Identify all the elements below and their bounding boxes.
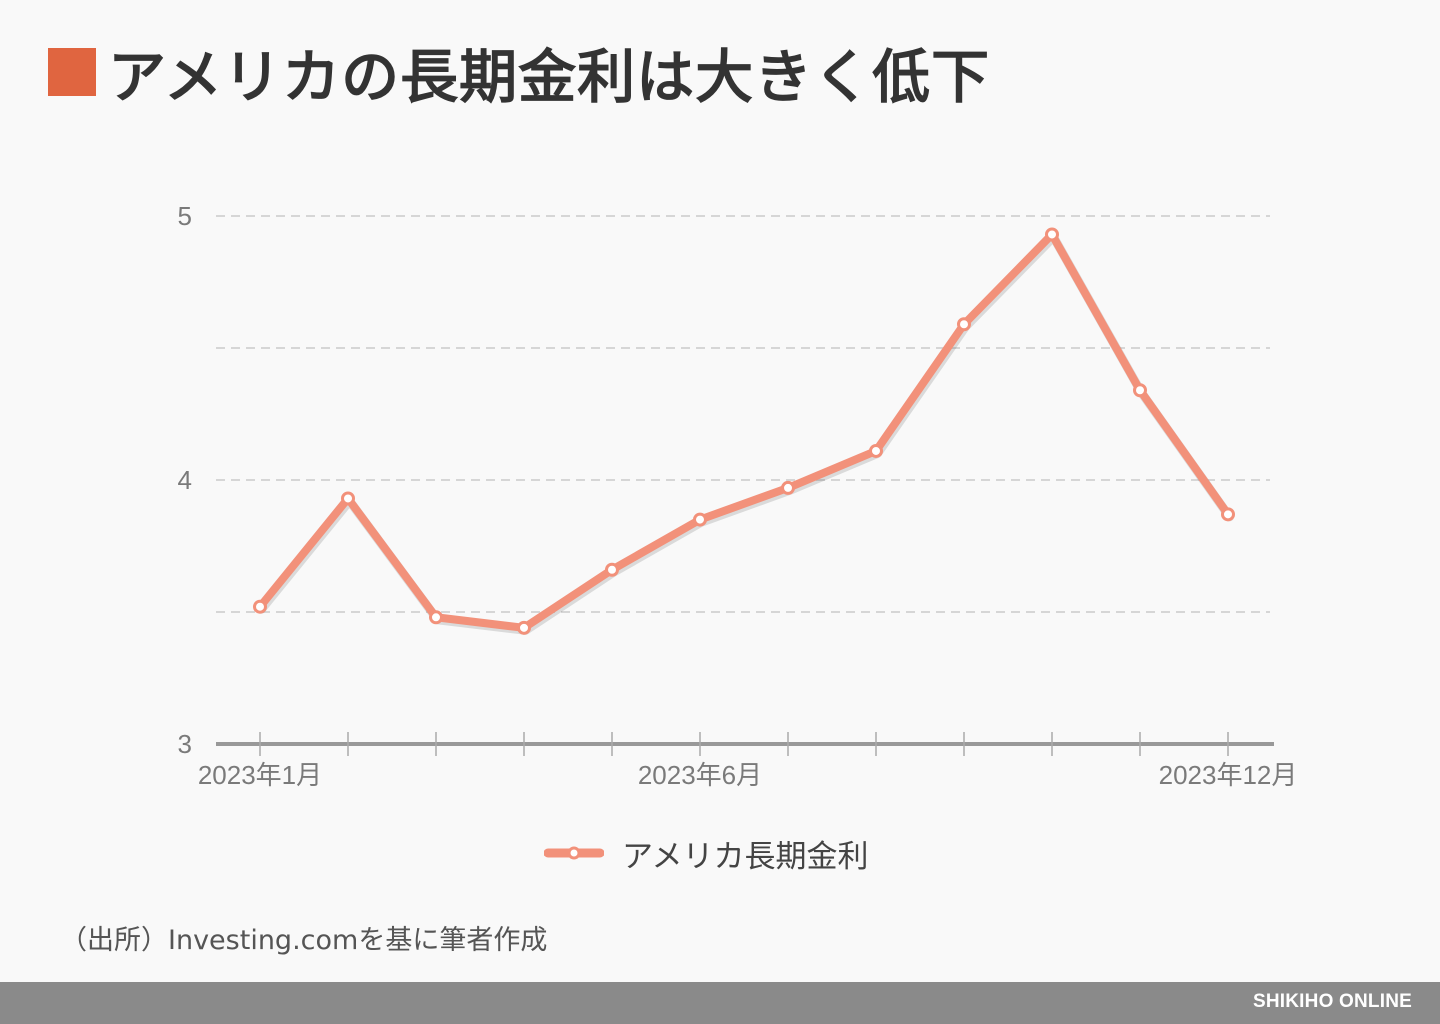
data-point [1045, 227, 1059, 242]
data-point [1221, 507, 1235, 522]
data-point [605, 562, 619, 577]
data-point [341, 491, 355, 506]
data-point [781, 480, 795, 495]
y-tick-label: 5 [178, 201, 192, 231]
chart-title: アメリカの長期金利は大きく低下 [48, 34, 990, 111]
data-point [693, 512, 707, 527]
x-tick-label: 2023年1月 [198, 760, 322, 790]
series-layer [253, 227, 1235, 635]
footer-brand: SHIKIHO ONLINE [1252, 991, 1412, 1012]
legend-line-marker-icon [544, 846, 604, 860]
grid-lines [216, 215, 1270, 613]
x-tick-labels: 2023年1月 2023年6月 2023年12月 [198, 760, 1298, 790]
series-line [256, 230, 1232, 632]
y-tick-label: 4 [178, 465, 192, 495]
chart-title-text: アメリカの長期金利は大きく低下 [108, 43, 991, 111]
source-note: （出所）Investing.comを基に筆者作成 [60, 925, 548, 956]
legend-label: アメリカ長期金利 [622, 838, 869, 875]
x-tick-label: 2023年6月 [638, 760, 762, 790]
title-marker-square [48, 48, 96, 96]
x-axis [216, 732, 1274, 756]
footer-bar: SHIKIHO ONLINE [0, 982, 1440, 1024]
data-point [429, 610, 443, 625]
y-tick-labels: 3 4 5 [178, 201, 192, 759]
y-tick-label: 3 [178, 729, 192, 759]
data-point [869, 443, 883, 458]
data-point [1133, 383, 1147, 398]
legend: アメリカ長期金利 [544, 828, 868, 878]
data-point [517, 620, 531, 635]
data-point [957, 317, 971, 332]
data-point [253, 599, 267, 614]
x-tick-label: 2023年12月 [1159, 760, 1298, 790]
